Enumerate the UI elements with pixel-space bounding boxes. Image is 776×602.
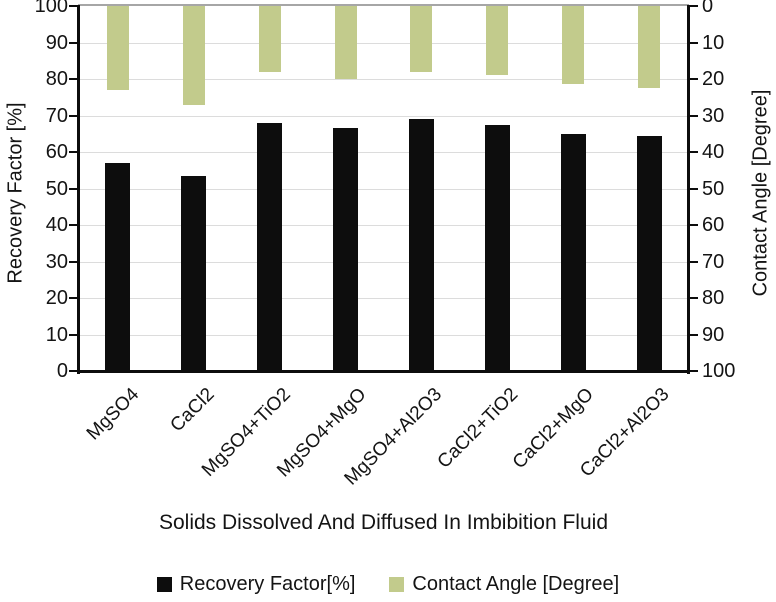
bar-contact-angle (258, 6, 281, 72)
bar-contact-angle (486, 6, 509, 76)
legend-swatch-recovery-icon (156, 577, 172, 592)
gridline (80, 115, 687, 117)
legend-label-recovery: Recovery Factor[%] (179, 573, 356, 595)
x-axis-title: Solids Dissolved And Diffused In Imbibit… (158, 511, 608, 534)
bar-recovery-factor (408, 119, 434, 371)
right-axis-tick (690, 114, 698, 117)
right-axis-tick-label: 70 (702, 250, 725, 273)
left-axis-tick (69, 187, 77, 190)
right-axis-tick-label: 20 (702, 68, 725, 90)
left-axis-tick-label: 70 (45, 104, 68, 127)
left-axis-tick (69, 41, 77, 44)
right-axis-tick (690, 151, 698, 153)
left-axis-tick (69, 151, 77, 153)
left-axis-tick (69, 114, 77, 117)
left-axis-tick-label: 100 (34, 0, 68, 17)
left-axis-tick (69, 78, 77, 80)
left-axis-tick (69, 333, 77, 336)
gridline (80, 79, 687, 80)
left-axis-tick-label: 20 (45, 287, 68, 309)
right-axis-tick (690, 333, 698, 336)
legend: Recovery Factor[%] Contact Angle [Degree… (0, 573, 776, 596)
bar-recovery-factor (636, 135, 662, 371)
gridline (80, 152, 687, 153)
bar-recovery-factor (484, 124, 510, 371)
right-axis-tick-label: 30 (702, 104, 725, 127)
left-axis-tick (69, 260, 77, 263)
right-axis-tick-label: 60 (702, 214, 725, 236)
bar-recovery-factor (333, 128, 359, 371)
left-axis-tick-label: 80 (45, 68, 68, 90)
right-axis-tick (690, 41, 698, 44)
bar-contact-angle (562, 6, 585, 85)
bar-recovery-factor (181, 175, 207, 371)
bar-contact-angle (334, 6, 357, 79)
gridline (80, 261, 687, 263)
right-axis-tick (690, 78, 698, 80)
left-axis-tick-label: 60 (45, 141, 68, 163)
right-axis-tick (690, 297, 698, 299)
legend-label-contact-angle: Contact Angle [Degree] (412, 573, 620, 595)
bar-recovery-factor (257, 122, 283, 371)
legend-item-recovery-factor: Recovery Factor[%] (156, 573, 356, 596)
bar-recovery-factor (560, 133, 586, 371)
legend-swatch-contact-angle-icon (389, 577, 405, 592)
right-axis-tick-label: 40 (702, 141, 725, 163)
right-axis-tick (690, 187, 698, 190)
bar-contact-angle (182, 6, 205, 105)
right-axis-tick-label: 100 (702, 360, 736, 382)
right-axis-tick-label: 80 (702, 287, 725, 309)
right-axis-tick-label: 90 (702, 323, 725, 346)
bar-recovery-factor (105, 162, 131, 371)
left-axis-tick (69, 224, 77, 226)
left-axis-line (77, 5, 80, 374)
bar-contact-angle (106, 6, 129, 90)
left-axis-tick (69, 5, 77, 7)
left-axis-tick-label: 10 (45, 323, 68, 346)
left-axis-tick-label: 50 (45, 177, 68, 200)
right-axis-tick (690, 370, 698, 372)
plot-top-border (78, 4, 689, 6)
left-axis-tick-label: 40 (45, 214, 68, 236)
gridline (80, 188, 687, 190)
left-axis-tick (69, 370, 77, 372)
right-axis-tick-label: 10 (702, 31, 725, 54)
left-axis-tick-label: 0 (56, 360, 68, 382)
legend-item-contact-angle: Contact Angle [Degree] (389, 573, 619, 596)
gridline (80, 42, 687, 44)
category-label: MgSO4 (82, 384, 143, 445)
right-axis-tick-label: 50 (702, 177, 725, 200)
right-axis-line (687, 5, 690, 374)
gridline (80, 298, 687, 299)
bar-contact-angle (410, 6, 433, 72)
bottom-axis-line (77, 370, 690, 373)
left-axis-tick-label: 90 (45, 31, 68, 54)
gridline (80, 225, 687, 226)
right-axis-tick (690, 224, 698, 226)
bar-contact-angle (638, 6, 661, 89)
category-label: CaCl2 (166, 384, 219, 437)
right-axis-tick (690, 260, 698, 263)
left-axis-tick (69, 297, 77, 299)
left-axis-tick-label: 30 (45, 250, 68, 273)
gridline (80, 334, 687, 336)
right-axis-tick-label: 0 (702, 0, 714, 17)
right-axis-tick (690, 5, 698, 7)
